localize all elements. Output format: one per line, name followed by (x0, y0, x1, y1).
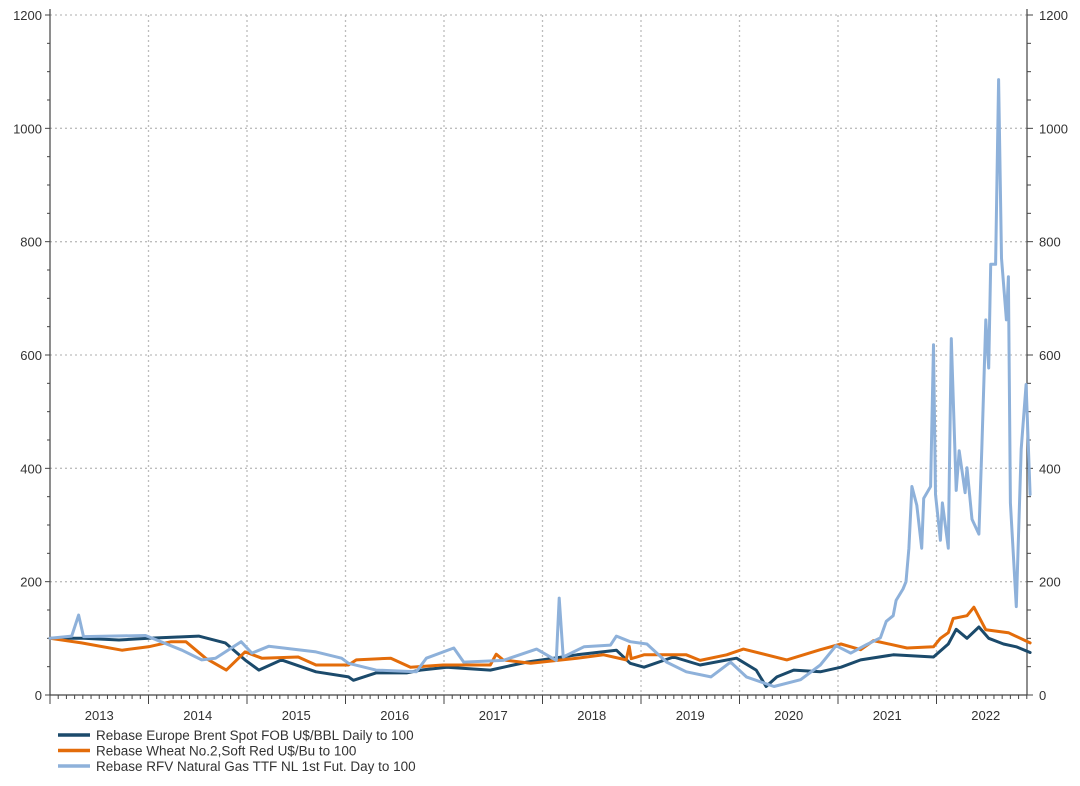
y-tick-label-left: 200 (20, 575, 42, 590)
legend-label-2: Rebase Wheat No.2,Soft Red U$/Bu to 100 (96, 744, 356, 759)
series-line-3 (48, 78, 1032, 688)
axes: 0 200 400 600 800 1000 1200 0 200 400 600 800 1000 12… (13, 8, 1068, 723)
y-tick-label-right: 1200 (1039, 8, 1068, 23)
x-tick-label: 2018 (577, 708, 606, 723)
y-tick-label-left: 1200 (13, 8, 42, 23)
y-tick-label-left: 600 (20, 348, 42, 363)
legend-label-1: Rebase Europe Brent Spot FOB U$/BBL Dail… (96, 728, 414, 743)
x-tick-label: 2013 (85, 708, 114, 723)
x-tick-label: 2022 (971, 708, 1000, 723)
y-tick-label-right: 800 (1039, 235, 1061, 250)
y-tick-label-right: 200 (1039, 575, 1061, 590)
x-tick-label: 2017 (479, 708, 508, 723)
grid (50, 14, 1027, 695)
x-tick-label: 2014 (183, 708, 212, 723)
y-tick-label-right: 400 (1039, 461, 1061, 476)
series-lines (48, 78, 1032, 688)
y-tick-label-left: 1000 (13, 121, 42, 136)
x-tick-label: 2015 (282, 708, 311, 723)
legend-label-3: Rebase RFV Natural Gas TTF NL 1st Fut. D… (96, 759, 416, 774)
x-tick-label: 2019 (676, 708, 705, 723)
x-tick-label: 2021 (873, 708, 902, 723)
y-tick-label-left: 0 (35, 688, 42, 703)
y-tick-label-left: 400 (20, 461, 42, 476)
y-tick-label-right: 0 (1039, 688, 1046, 703)
legend: Rebase Europe Brent Spot FOB U$/BBL Dail… (58, 728, 416, 774)
y-tick-label-right: 1000 (1039, 121, 1068, 136)
series-line-2 (48, 605, 1032, 672)
x-tick-label: 2016 (380, 708, 409, 723)
y-tick-label-left: 800 (20, 235, 42, 250)
series-line-1 (48, 625, 1032, 688)
x-tick-label: 2020 (774, 708, 803, 723)
y-tick-label-right: 600 (1039, 348, 1061, 363)
